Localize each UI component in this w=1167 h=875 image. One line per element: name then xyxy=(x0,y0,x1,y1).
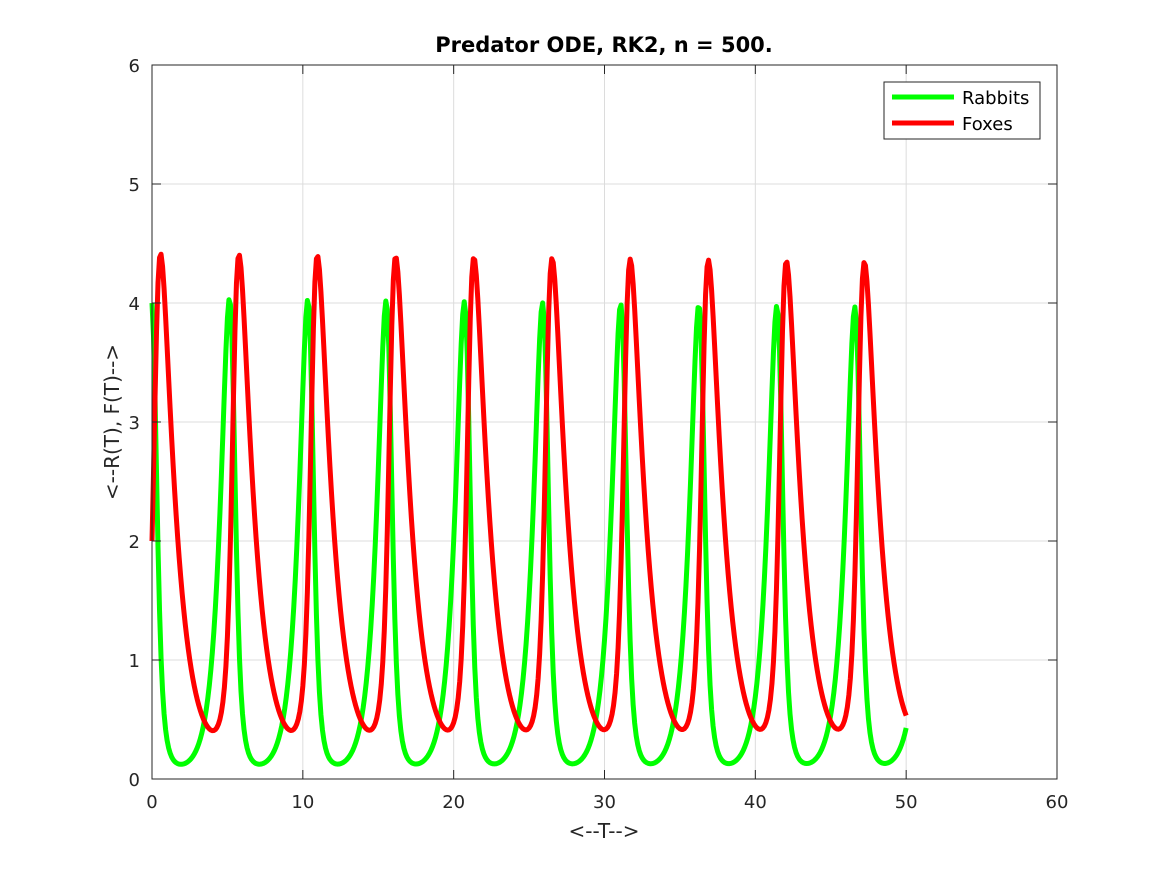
x-tick-label: 0 xyxy=(146,792,157,813)
y-tick-label: 3 xyxy=(129,413,140,434)
x-tick-label: 10 xyxy=(291,792,314,813)
y-tick-label: 5 xyxy=(129,175,140,196)
y-axis-label: <--R(T), F(T)--> xyxy=(100,344,124,500)
y-tick-label: 1 xyxy=(129,651,140,672)
x-axis-label: <--T--> xyxy=(569,819,640,843)
x-tick-label: 30 xyxy=(593,792,616,813)
tick-labels: 0 10 20 30 40 50 60 0 1 2 3 4 5 6 xyxy=(129,56,1069,813)
y-tick-label: 2 xyxy=(129,532,140,553)
x-tick-label: 40 xyxy=(744,792,767,813)
series-line-foxes xyxy=(149,251,909,734)
legend: Rabbits Foxes xyxy=(883,81,1041,140)
axis-ticks xyxy=(151,64,1058,780)
series-group xyxy=(149,251,909,767)
x-tick-label: 20 xyxy=(442,792,465,813)
y-tick-label: 0 xyxy=(129,770,140,791)
y-tick-label: 6 xyxy=(129,56,140,77)
x-tick-label: 60 xyxy=(1046,792,1069,813)
x-tick-label: 50 xyxy=(895,792,918,813)
legend-label-foxes: Foxes xyxy=(962,114,1013,135)
y-tick-label: 4 xyxy=(129,294,140,315)
chart-title: Predator ODE, RK2, n = 500. xyxy=(435,33,773,57)
legend-box xyxy=(883,81,1041,140)
legend-label-rabbits: Rabbits xyxy=(962,88,1029,109)
